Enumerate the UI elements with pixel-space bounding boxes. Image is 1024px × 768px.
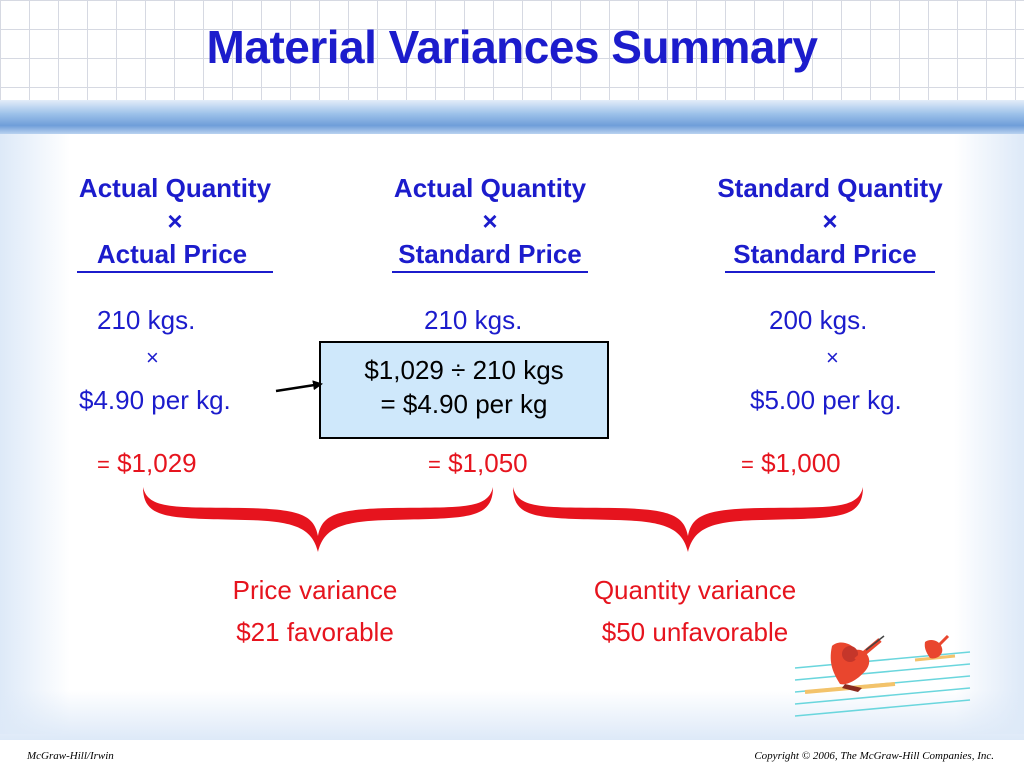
column-header-line1: Standard Quantity: [717, 173, 943, 203]
left-gradient-band: [0, 134, 70, 734]
footer-publisher: McGraw-Hill/Irwin: [27, 750, 114, 762]
multiply-sign: ×: [822, 206, 838, 236]
total-standard-cost: = $1,000: [741, 448, 841, 479]
column-header-line1: Actual Quantity: [78, 173, 272, 203]
actual-price-value: $4.90 per kg.: [79, 385, 231, 415]
standard-quantity-value: 200 kgs.: [769, 305, 868, 335]
equals-sign: =: [97, 452, 110, 477]
title-bar: [0, 100, 1024, 134]
skier-clipart-icon: [794, 634, 971, 717]
quantity-variance-title: Quantity variance: [593, 575, 797, 605]
quantity-variance-label: Quantity variance $50 unfavorable: [540, 569, 850, 653]
total-actual-cost: = $1,029: [97, 448, 197, 479]
actual-quantity-value: 210 kgs.: [424, 305, 523, 335]
quantity-variance-amount: $50 unfavorable: [601, 617, 789, 647]
column-header-line2: Standard Price: [392, 238, 588, 273]
column-actual-actual: Actual Quantity × Actual Price: [40, 172, 310, 273]
total-value: $1,029: [117, 448, 197, 478]
actual-quantity-value: 210 kgs.: [97, 305, 196, 335]
price-variance-title: Price variance: [232, 575, 398, 605]
multiply-sign: ×: [826, 345, 839, 370]
equals-sign: =: [741, 452, 754, 477]
footer-copyright: Copyright © 2006, The McGraw-Hill Compan…: [754, 750, 994, 762]
total-actual-at-standard: = $1,050: [428, 448, 528, 479]
right-gradient-band: [954, 134, 1024, 734]
multiply-sign: ×: [482, 206, 498, 236]
slide-title: Material Variances Summary: [206, 21, 818, 73]
standard-price-value: $5.00 per kg.: [750, 385, 902, 415]
total-value: $1,050: [448, 448, 528, 478]
calculation-box: $1,029 ÷ 210 kgs = $4.90 per kg: [319, 341, 609, 439]
multiply-sign: ×: [146, 345, 159, 370]
column-header-line1: Actual Quantity: [393, 173, 587, 203]
price-variance-brace: [143, 487, 493, 552]
column-standard-standard: Standard Quantity × Standard Price: [670, 172, 990, 273]
price-variance-label: Price variance $21 favorable: [180, 569, 450, 653]
price-variance-amount: $21 favorable: [236, 617, 394, 647]
total-value: $1,000: [761, 448, 841, 478]
column-actual-standard: Actual Quantity × Standard Price: [350, 172, 630, 273]
column-header-line2: Standard Price: [725, 238, 935, 273]
arrow-pointer: [275, 380, 323, 393]
column-header-line2: Actual Price: [76, 238, 274, 273]
equals-sign: =: [428, 452, 441, 477]
calculation-line1: $1,029 ÷ 210 kgs: [364, 355, 564, 385]
header-grid-band: [0, 0, 1024, 100]
calculation-line2: = $4.90 per kg: [380, 389, 548, 419]
quantity-variance-brace: [513, 487, 863, 552]
multiply-sign: ×: [167, 206, 183, 236]
